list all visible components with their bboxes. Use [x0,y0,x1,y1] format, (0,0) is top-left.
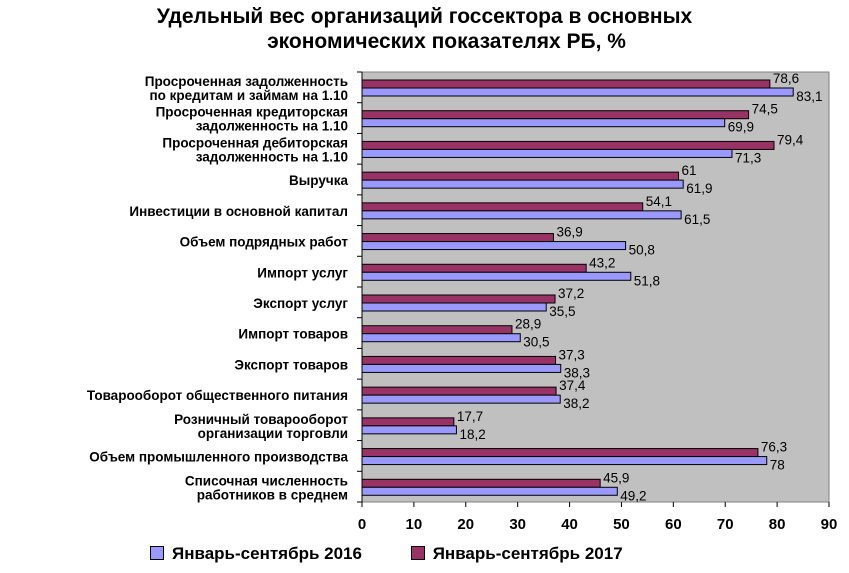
category-label: Просроченная задолженность по кредитам и … [145,74,348,103]
data-label-2016: 69,9 [728,120,754,135]
bar-2016 [361,179,684,189]
data-label-2016: 51,8 [634,273,660,288]
legend: Январь-сентябрь 2016 Январь-сентябрь 201… [150,543,667,564]
legend-swatch-2017 [410,546,425,561]
category-label: Объем промышленного производства [89,450,348,465]
chart-title-line-2: экономических показателях РБ, % [267,30,626,53]
bar-2016 [361,394,561,404]
x-tick-label: 80 [769,516,786,533]
bar-2016 [361,210,682,220]
bar-2017 [361,355,557,365]
data-label-2017: 37,3 [559,347,585,362]
category-label: Импорт услуг [257,265,348,280]
bar-2017 [361,325,513,335]
data-label-2017: 76,3 [761,440,787,455]
category-label: Импорт товаров [238,327,348,342]
category-label: Товарооборот общественного питания [87,388,348,403]
data-label-2017: 74,5 [752,102,778,117]
legend-swatch-2016 [150,546,164,561]
data-label-2017: 43,2 [589,255,615,270]
x-tick-label: 20 [457,516,474,533]
bar-2017 [361,263,587,273]
data-label-2016: 49,2 [620,488,646,503]
data-label-2017: 45,9 [603,470,629,485]
data-label-2017: 37,2 [558,286,584,301]
bar-2017 [361,79,771,89]
x-tick-label: 70 [717,516,734,533]
bar-2016 [361,241,627,251]
category-label: Списочная численность работников в средне… [185,473,348,502]
category-label: Просроченная дебиторская задолженность на… [162,135,348,164]
bar-2016 [361,425,457,435]
x-tick-label: 30 [509,516,526,533]
legend-item-2016: Январь-сентябрь 2016 [150,544,362,564]
data-label-2017: 61 [682,163,697,178]
data-label-2017: 28,9 [515,317,541,332]
category-label: Объем подрядных работ [180,235,349,250]
chart-title-line-1: Удельный вес организаций госсектора в ос… [156,5,693,28]
legend-label-2016: Январь-сентябрь 2016 [172,543,362,563]
bar-2016 [361,87,794,97]
data-label-2017: 37,4 [559,378,586,393]
category-label: Инвестиции в основной капитал [129,204,348,219]
category-label: Экспорт товаров [234,357,348,372]
plot-area [361,71,830,503]
bar-2016 [361,363,562,373]
legend-label-2017: Январь-сентябрь 2017 [432,543,623,563]
data-label-2016: 71,3 [735,150,761,165]
data-label-2016: 38,2 [563,396,589,411]
x-tick-label: 0 [358,516,366,533]
category-label: Просроченная кредиторская задолженность н… [156,105,348,134]
x-tick-label: 60 [665,516,682,533]
data-label-2016: 50,8 [629,243,655,258]
bar-2017 [361,202,644,212]
category-label: Розничный товарооборот организации торгов… [174,412,348,441]
bar-2017 [361,448,759,458]
data-label-2016: 30,5 [523,335,549,350]
category-label: Экспорт услуг [253,296,348,311]
bar-2016 [361,148,733,158]
data-label-2017: 78,6 [773,71,799,86]
bar-2017 [361,140,775,150]
data-label-2016: 18,2 [459,427,485,442]
data-label-2016: 83,1 [796,89,822,104]
data-label-2017: 54,1 [646,194,672,209]
bar-2016 [361,302,547,312]
data-label-2017: 79,4 [777,132,804,147]
category-label: Выручка [289,173,348,188]
bar-2016 [361,118,726,128]
chart-title: Удельный вес организаций госсектора в ос… [0,4,849,54]
bar-2017 [361,233,554,243]
data-label-2016: 61,5 [684,212,710,227]
bar-2017 [361,294,556,304]
x-tick-label: 90 [821,516,838,533]
x-tick-label: 40 [561,516,578,533]
data-label-2017: 36,9 [556,225,582,240]
bar-2016 [361,486,618,496]
bar-2017 [361,110,750,120]
bar-2016 [361,456,768,466]
data-label-2016: 35,5 [549,304,575,319]
bar-2017 [361,417,455,427]
bar-2017 [361,171,680,181]
x-tick-label: 10 [406,516,423,533]
data-label-2016: 78 [770,458,785,473]
bar-2017 [361,478,601,488]
bar-2016 [361,271,632,281]
data-label-2016: 61,9 [686,181,712,196]
data-label-2017: 17,7 [457,409,483,424]
data-label-2016: 38,3 [564,365,590,380]
bar-2017 [361,386,557,396]
legend-item-2017: Январь-сентябрь 2017 [410,543,623,564]
bar-2016 [361,333,521,343]
x-tick-label: 50 [613,516,630,533]
